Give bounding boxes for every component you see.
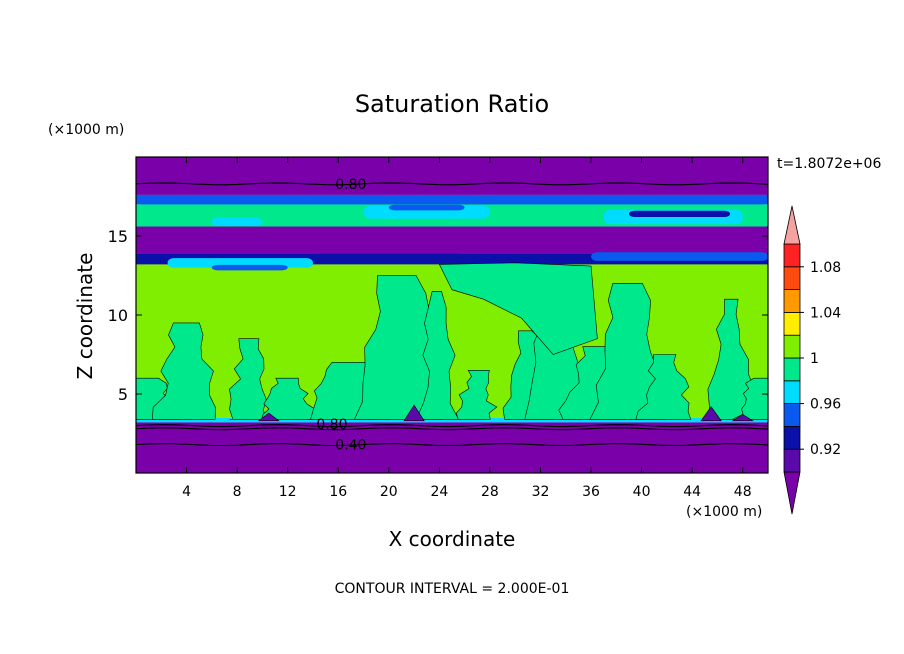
- colorbar-swatch: [783, 266, 801, 290]
- x-axis: 4 8 12 16 20 24 28 32 36 40 44 48: [182, 157, 752, 500]
- x-tick-label: 16: [329, 484, 347, 500]
- colorbar-swatch: [783, 311, 801, 336]
- contour-line: [136, 427, 768, 431]
- colorbar-tick-label: 1.04: [810, 305, 841, 321]
- x-tick-label: 32: [532, 484, 550, 500]
- contour-label: 0.80: [335, 177, 366, 193]
- y-unit-label: (×1000 m): [48, 122, 124, 138]
- colorbar-swatch: [783, 243, 801, 268]
- base-spike: [731, 414, 754, 422]
- colorbar-swatch: [783, 334, 801, 359]
- x-tick-label: 4: [182, 484, 191, 500]
- base-spike: [257, 412, 280, 422]
- y-tick-label: 5: [118, 385, 128, 404]
- time-label: t=1.8072e+06: [777, 156, 881, 172]
- band-base-cyan: [136, 417, 768, 423]
- x-tick-label: 28: [481, 484, 499, 500]
- blue-streak: [591, 252, 768, 261]
- colorbar-swatch: [783, 380, 801, 404]
- contour-line: [136, 424, 768, 428]
- band-top-purple: [136, 157, 768, 195]
- x-tick-label: 20: [380, 484, 398, 500]
- colorbar-swatch: [783, 403, 801, 427]
- chart-title: Saturation Ratio: [355, 90, 549, 118]
- contour-label: 0.40: [335, 438, 366, 454]
- colorbar-tick-label: 1.08: [810, 260, 841, 276]
- contour-interval-footer: CONTOUR INTERVAL = 2.000E-01: [335, 581, 570, 597]
- colorbar-swatch: [783, 425, 801, 450]
- colorbar-swatch: [783, 357, 801, 382]
- colorbar-tick-label: 1: [810, 351, 819, 367]
- x-tick-label: 24: [430, 484, 448, 500]
- x-tick-label: 12: [279, 484, 297, 500]
- blue-streak: [211, 264, 288, 271]
- plume-region: [635, 354, 692, 420]
- blue-streak: [136, 198, 768, 205]
- blue-streak: [312, 253, 465, 260]
- colorbar: 0.92 0.96 1 1.04 1.08: [783, 205, 841, 515]
- contour-line: [136, 443, 768, 447]
- contour-line: [136, 182, 768, 186]
- plume-region: [151, 322, 216, 420]
- y-tick-label: 15: [108, 227, 128, 246]
- colorbar-swatch: [783, 289, 801, 313]
- x-unit-label: (×1000 m): [686, 504, 762, 520]
- x-tick-label: 8: [233, 484, 242, 500]
- y-axis: 5 10 15: [108, 227, 768, 404]
- x-tick-label: 48: [734, 484, 752, 500]
- colorbar-tick-label: 0.96: [810, 397, 841, 413]
- x-axis-label: X coordinate: [389, 527, 516, 551]
- x-tick-label: 40: [633, 484, 651, 500]
- band-bottom-purple: [136, 422, 768, 473]
- plume-region: [732, 377, 768, 420]
- blue-streak: [388, 204, 465, 211]
- band-mid-purple: [136, 226, 768, 254]
- x-tick-label: 44: [683, 484, 701, 500]
- colorbar-under-triangle: [783, 471, 801, 515]
- blue-streak: [628, 210, 731, 218]
- upper-seagreen-region: [438, 262, 598, 355]
- contour-labels: 0.80 0.80 0.40: [316, 177, 366, 454]
- base-spike: [700, 406, 722, 422]
- base-spike: [403, 404, 425, 422]
- x-tick-label: 36: [582, 484, 600, 500]
- plume-region: [455, 370, 498, 420]
- colorbar-tick-label: 0.92: [810, 442, 841, 458]
- colorbar-swatch: [783, 448, 801, 473]
- plume-region: [229, 338, 267, 420]
- contour-label: 0.80: [316, 417, 347, 433]
- colorbar-over-triangle: [783, 205, 801, 245]
- blue-streak: [211, 217, 263, 226]
- plot-area: [136, 157, 768, 473]
- y-axis-label: Z coordinate: [73, 253, 97, 380]
- plume-region: [415, 291, 460, 420]
- plume-region: [259, 377, 322, 420]
- y-tick-label: 10: [108, 306, 128, 325]
